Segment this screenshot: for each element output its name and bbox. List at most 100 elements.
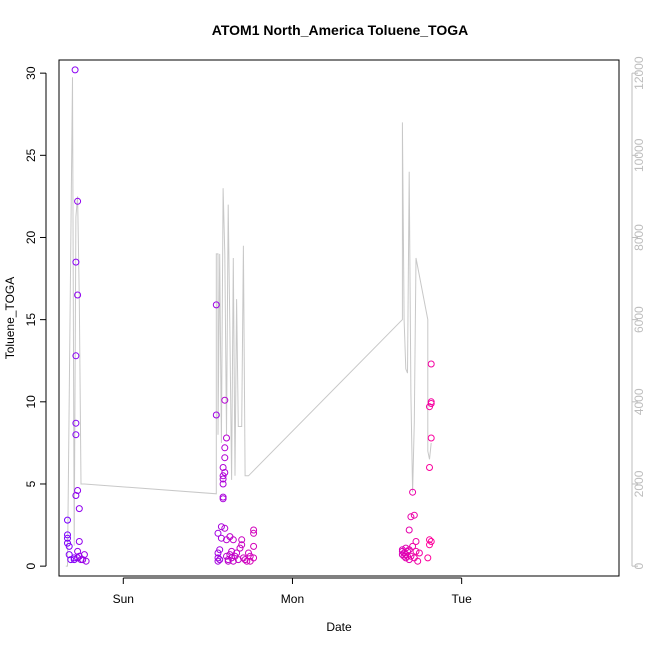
data-point <box>214 557 222 565</box>
data-point <box>65 551 73 559</box>
data-point <box>65 542 73 550</box>
data-point <box>243 557 251 565</box>
data-point <box>427 434 435 442</box>
data-point <box>426 403 433 411</box>
data-point <box>426 536 433 544</box>
data-point <box>246 552 254 560</box>
data-point <box>72 258 80 266</box>
data-point <box>80 551 88 559</box>
x-tick-label: Sun <box>113 592 134 606</box>
data-point <box>75 505 83 513</box>
left-tick-label: 0 <box>24 562 38 569</box>
data-point <box>405 526 413 534</box>
data-point <box>79 556 87 564</box>
left-tick-label: 25 <box>24 148 38 162</box>
data-point <box>426 541 433 549</box>
data-point <box>223 434 230 442</box>
data-point <box>238 536 246 544</box>
data-point <box>245 549 252 557</box>
left-y-axis: 0 5 10 15 20 25 30 <box>24 66 47 569</box>
scatter-series <box>64 66 435 565</box>
data-point <box>404 547 411 555</box>
data-point <box>219 472 227 480</box>
data-point <box>412 547 420 555</box>
data-point <box>74 197 82 205</box>
data-point <box>64 534 71 542</box>
left-tick-label: 10 <box>24 395 38 409</box>
data-point <box>71 66 79 74</box>
data-point <box>409 488 417 496</box>
data-point <box>219 493 227 501</box>
data-point <box>214 554 222 562</box>
data-point <box>72 492 80 499</box>
data-point <box>427 538 435 545</box>
x-tick-label: Mon <box>281 592 304 606</box>
data-point <box>64 539 71 547</box>
data-point <box>214 529 222 537</box>
data-point <box>426 464 433 471</box>
data-point <box>219 475 227 483</box>
line-path <box>65 77 432 567</box>
data-point <box>427 360 435 368</box>
data-point <box>82 557 90 565</box>
data-point <box>250 529 258 537</box>
data-point <box>424 554 432 562</box>
data-point <box>72 431 80 439</box>
data-point <box>404 552 411 560</box>
data-point <box>228 554 236 562</box>
right-tick-label: 2000 <box>632 470 646 497</box>
data-point <box>72 352 80 360</box>
y-axis-label: Toluene_TOGA <box>3 277 17 360</box>
data-point <box>233 549 241 557</box>
data-point <box>221 524 229 532</box>
data-point <box>229 536 237 544</box>
right-tick-label: 0 <box>632 562 646 569</box>
left-tick-label: 20 <box>24 230 38 244</box>
data-point <box>250 526 258 534</box>
data-point <box>74 487 82 494</box>
left-tick-label: 30 <box>24 66 38 80</box>
x-tick-label: Tue <box>452 592 473 606</box>
right-tick-label: 10000 <box>632 138 646 172</box>
data-point <box>250 542 258 550</box>
data-point <box>246 557 254 565</box>
data-point <box>221 396 229 404</box>
right-tick-label: 12000 <box>632 56 646 90</box>
x-axis: Sun Mon Tue <box>113 577 473 606</box>
data-point <box>238 541 246 549</box>
left-tick-label: 15 <box>24 313 38 327</box>
data-point <box>415 549 423 557</box>
data-point <box>64 531 71 539</box>
right-tick-label: 4000 <box>632 388 646 415</box>
data-point <box>407 552 415 560</box>
data-point <box>216 556 224 564</box>
data-point <box>64 516 71 524</box>
right-tick-label: 6000 <box>632 306 646 333</box>
data-point <box>221 444 229 452</box>
data-point <box>75 538 83 545</box>
data-point <box>400 552 408 560</box>
data-point <box>74 291 82 299</box>
data-point <box>229 557 237 565</box>
data-point <box>427 398 435 406</box>
line-series <box>65 77 432 567</box>
data-point <box>67 556 75 564</box>
x-axis-label: Date <box>326 620 352 634</box>
data-point <box>70 556 78 564</box>
data-point <box>219 464 227 471</box>
data-point <box>212 301 220 309</box>
right-y-axis: 0 2000 4000 6000 8000 10000 12000 <box>631 56 646 569</box>
data-point <box>414 557 422 565</box>
left-tick-label: 5 <box>24 480 38 487</box>
data-point <box>214 549 222 557</box>
plot-frame <box>58 59 620 577</box>
chart-title: ATOM1 North_America Toluene_TOGA <box>212 22 468 38</box>
data-point <box>412 538 420 545</box>
data-point <box>409 542 417 550</box>
data-point <box>407 513 415 521</box>
data-point <box>236 544 244 552</box>
data-point <box>217 523 225 531</box>
data-point <box>72 419 80 427</box>
